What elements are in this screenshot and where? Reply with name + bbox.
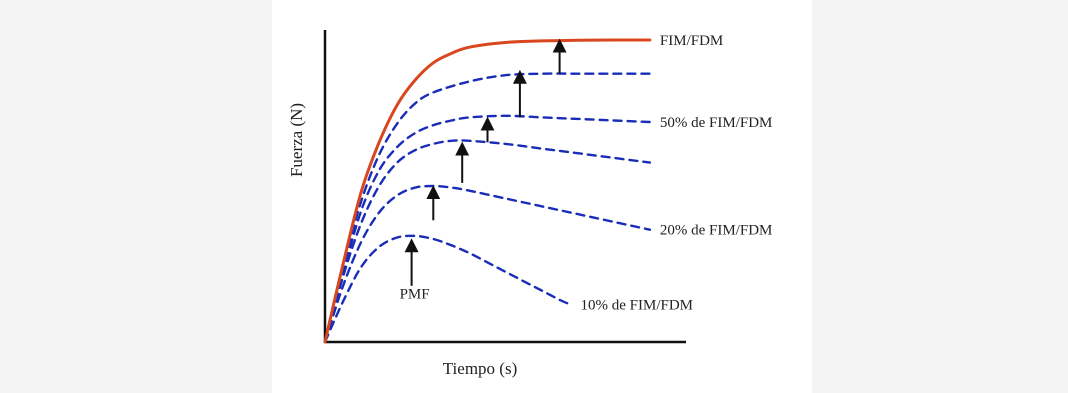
series-line-5 [323, 184, 652, 344]
series-line-6 [323, 234, 572, 344]
series-label-6: 10% de FIM/FDM [581, 298, 694, 314]
series-label-1: FIM/FDM [660, 33, 723, 49]
label-layer: 50% de FIM/FDM 20% de FIM/FDM 10% de FIM/F… [400, 33, 773, 314]
series-line-2 [323, 72, 652, 344]
x-axis-title: Tiempo (s) [443, 359, 517, 378]
series-line-1 [323, 38, 652, 344]
series-line-3 [323, 114, 652, 344]
series-layer [323, 38, 652, 344]
annotation-1: PMF [400, 286, 430, 302]
series-label-3: 50% de FIM/FDM [660, 115, 773, 131]
arrow-layer [404, 38, 567, 286]
series-line-4 [323, 139, 652, 344]
series-label-5: 20% de FIM/FDM [660, 223, 773, 239]
chart-panel [272, 0, 812, 393]
y-axis-title: Fuerza (N) [287, 103, 306, 177]
